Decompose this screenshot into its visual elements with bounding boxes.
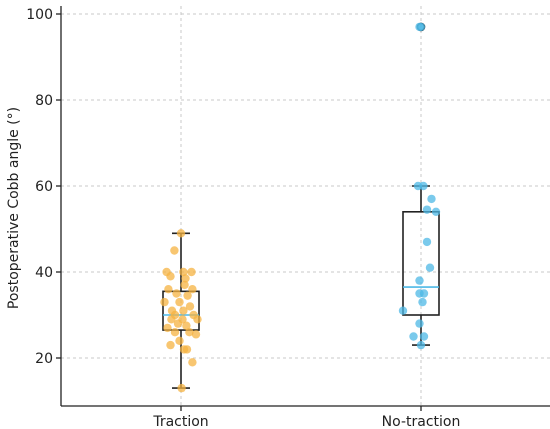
box-plots	[162, 22, 440, 389]
y-tick-label: 60	[35, 179, 53, 195]
data-point	[193, 315, 202, 324]
data-point	[398, 306, 408, 315]
data-point	[419, 332, 429, 341]
data-point	[173, 319, 183, 328]
data-point	[185, 302, 195, 311]
data-point	[418, 297, 427, 307]
data-point	[166, 340, 175, 350]
data-point	[167, 315, 176, 324]
data-point	[179, 267, 188, 277]
data-point	[409, 332, 418, 341]
data-point	[425, 263, 435, 272]
y-tick-label: 100	[26, 7, 53, 23]
data-point	[415, 289, 424, 298]
data-point	[422, 237, 432, 247]
ticks: 20 40 60 80 100 Traction No-traction	[26, 7, 460, 429]
data-point	[176, 229, 186, 238]
y-tick-label: 20	[35, 351, 53, 367]
data-point	[422, 205, 432, 214]
data-point	[170, 328, 180, 337]
data-point	[415, 276, 424, 285]
data-point	[180, 280, 189, 290]
data-point	[419, 181, 428, 191]
data-point	[164, 285, 173, 294]
y-axis-label: Postoperative Cobb angle (°)	[6, 107, 22, 309]
data-point	[175, 297, 184, 307]
data-point	[166, 272, 175, 281]
data-point	[182, 321, 191, 330]
iqr-box	[162, 290, 200, 331]
data-point	[416, 340, 426, 350]
x-tick-label: No-traction	[382, 414, 461, 429]
y-tick-label: 80	[35, 93, 53, 109]
data-point	[172, 289, 181, 298]
data-point	[179, 306, 188, 315]
data-point	[188, 358, 197, 367]
grid-lines	[61, 6, 550, 406]
x-tick-label: Traction	[152, 414, 208, 429]
data-point	[431, 207, 441, 216]
data-point	[415, 319, 424, 328]
data-points	[160, 22, 441, 393]
data-point	[191, 330, 201, 339]
data-point	[163, 323, 172, 333]
data-point	[187, 267, 196, 277]
data-point	[160, 297, 169, 307]
data-point	[175, 336, 184, 345]
data-point	[182, 345, 192, 354]
data-point	[185, 328, 194, 337]
data-point	[177, 383, 186, 393]
data-point	[170, 246, 179, 255]
data-point	[183, 291, 192, 300]
data-point	[181, 274, 190, 283]
data-point	[427, 194, 436, 204]
iqr-box	[402, 211, 440, 316]
y-tick-label: 40	[35, 265, 53, 281]
axes	[60, 6, 550, 407]
data-point	[188, 285, 197, 294]
data-point	[416, 22, 426, 32]
